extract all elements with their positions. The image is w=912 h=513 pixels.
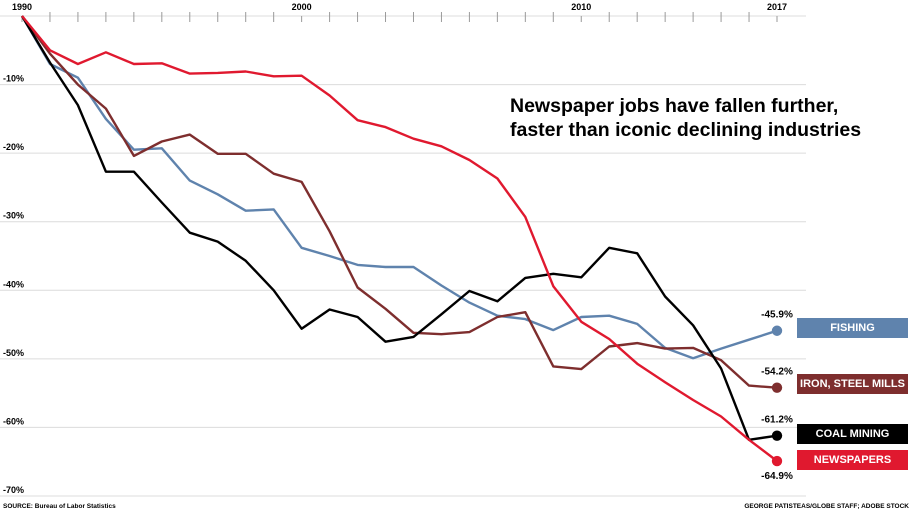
series-lines bbox=[20, 15, 783, 467]
y-tick-label: -70% bbox=[3, 485, 24, 495]
end-value-label-fishing: -45.9% bbox=[761, 310, 793, 321]
legend-newspapers: NEWSPAPERS bbox=[797, 450, 908, 470]
y-tick-label: -50% bbox=[3, 348, 24, 358]
chart-title: Newspaper jobs have fallen further, fast… bbox=[510, 94, 910, 142]
end-point-fishing bbox=[771, 325, 783, 336]
x-tick-label: 2010 bbox=[571, 2, 591, 12]
chart-title-line-2: faster than iconic declining industries bbox=[510, 119, 862, 141]
credit-note: GEORGE PATISTEAS/GLOBE STAFF; ADOBE STOC… bbox=[744, 503, 909, 510]
x-axis: 1990 2000 2010 2017 bbox=[12, 2, 787, 22]
end-value-label-iron-steel-mills: -54.2% bbox=[761, 367, 793, 378]
end-point-iron-steel-mills bbox=[771, 382, 783, 393]
legend-iron-steel-mills: IRON, STEEL MILLS bbox=[797, 374, 908, 394]
chart-title-line-1: Newspaper jobs have fallen further, bbox=[510, 95, 839, 117]
end-value-labels: -45.9% -54.2% -61.2% -64.9% bbox=[761, 310, 793, 482]
y-tick-label: -40% bbox=[3, 279, 24, 289]
legend-coal-mining: COAL MINING bbox=[797, 424, 908, 444]
series-line-newspapers bbox=[21, 15, 778, 462]
legend-fishing: FISHING bbox=[797, 318, 908, 338]
x-tick-label: 2000 bbox=[292, 2, 312, 12]
end-point-newspapers bbox=[771, 455, 783, 467]
gridlines bbox=[0, 15, 806, 497]
end-value-label-coal-mining: -61.2% bbox=[761, 415, 793, 426]
y-tick-label: -30% bbox=[3, 211, 24, 221]
x-tick-label: 2017 bbox=[767, 2, 787, 12]
series-line-iron-steel-mills bbox=[21, 15, 778, 389]
series-line-coal-mining bbox=[20, 15, 778, 441]
y-axis: -10% -20% -30% -40% -50% -60% -70% bbox=[3, 74, 24, 495]
end-point-coal-mining bbox=[771, 430, 783, 441]
y-tick-label: -10% bbox=[3, 74, 24, 84]
end-value-label-newspapers: -64.9% bbox=[761, 471, 793, 482]
source-note: SOURCE: Bureau of Labor Statistics bbox=[3, 503, 116, 510]
series-line-fishing bbox=[20, 15, 778, 360]
y-tick-label: -20% bbox=[3, 142, 24, 152]
x-tick-label: 1990 bbox=[12, 2, 32, 12]
y-tick-label: -60% bbox=[3, 416, 24, 426]
